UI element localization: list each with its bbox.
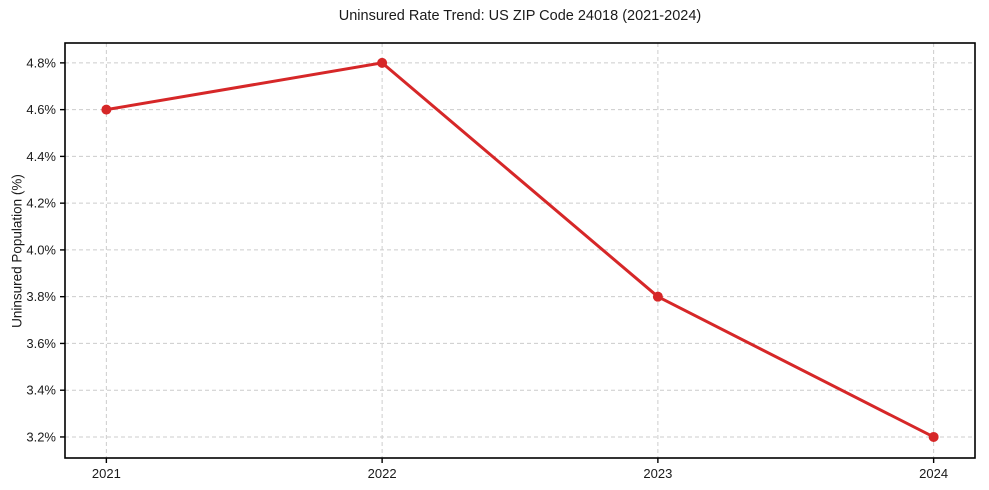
x-tick-label: 2024 bbox=[919, 466, 948, 481]
y-tick-label: 4.8% bbox=[26, 55, 56, 70]
y-tick-label: 4.4% bbox=[26, 149, 56, 164]
x-tick-label: 2021 bbox=[92, 466, 121, 481]
trend-line bbox=[104, 61, 936, 439]
y-tick-label: 4.6% bbox=[26, 102, 56, 117]
data-point-marker bbox=[652, 291, 663, 302]
data-point-marker bbox=[377, 57, 388, 68]
y-tick-label: 3.4% bbox=[26, 383, 56, 398]
x-tick-label: 2023 bbox=[643, 466, 672, 481]
y-tick-label: 4.2% bbox=[26, 196, 56, 211]
y-tick-label: 3.2% bbox=[26, 429, 56, 444]
data-point-marker bbox=[928, 431, 939, 442]
y-tick-label: 4.0% bbox=[26, 242, 56, 257]
y-tick-label: 3.8% bbox=[26, 289, 56, 304]
axes-border bbox=[64, 42, 976, 459]
y-tick-label: 3.6% bbox=[26, 336, 56, 351]
data-point-marker bbox=[101, 104, 112, 115]
x-tick-label: 2022 bbox=[368, 466, 397, 481]
chart-title: Uninsured Rate Trend: US ZIP Code 24018 … bbox=[338, 8, 702, 24]
